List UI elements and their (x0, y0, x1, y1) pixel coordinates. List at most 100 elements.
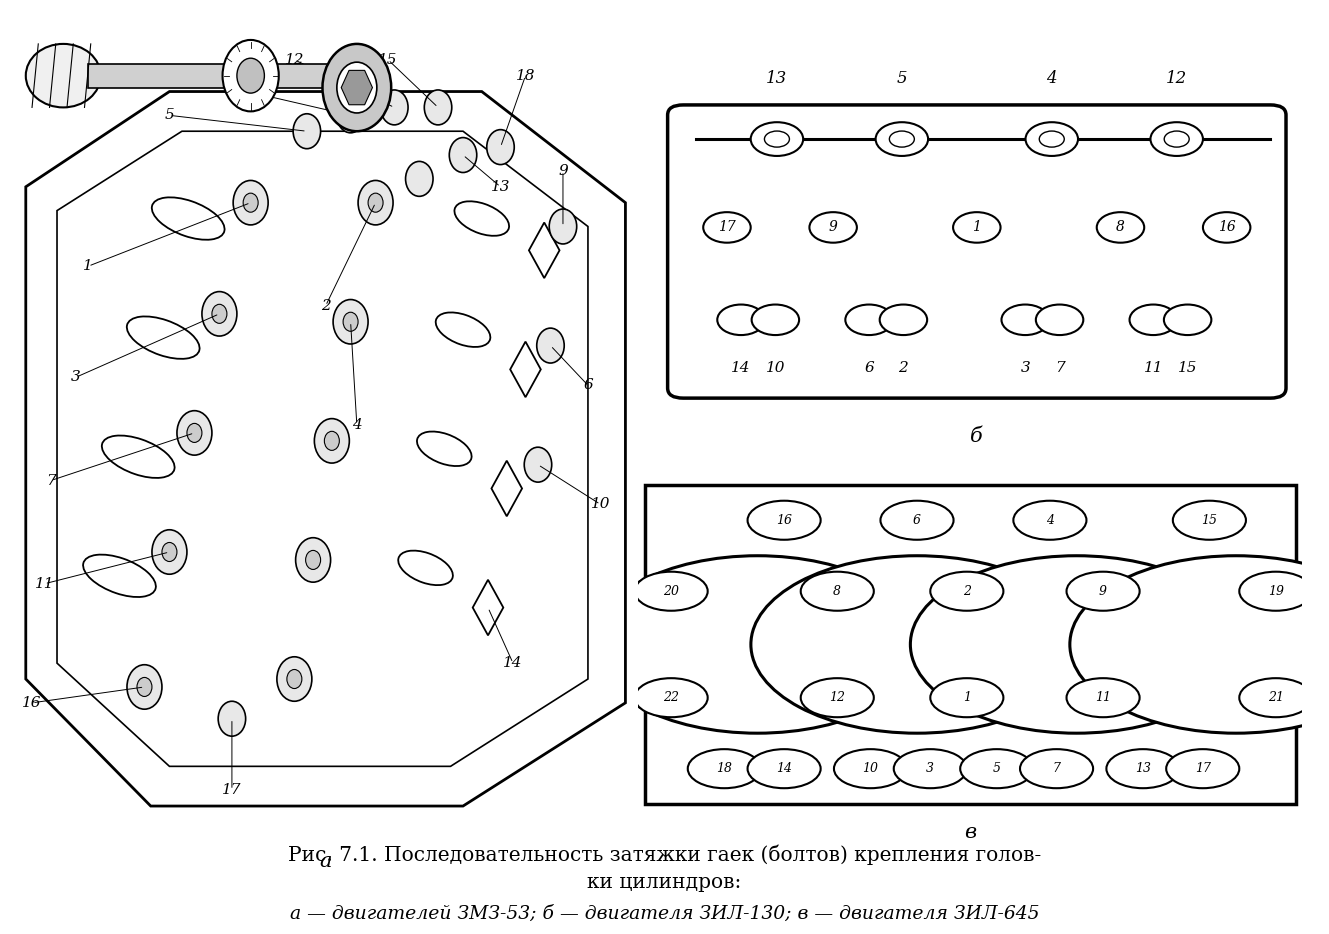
Circle shape (1002, 304, 1049, 335)
Circle shape (747, 749, 821, 788)
Circle shape (306, 550, 320, 570)
Text: 17: 17 (222, 784, 242, 797)
Circle shape (233, 180, 268, 225)
Text: 14: 14 (776, 762, 792, 775)
Circle shape (1070, 556, 1329, 733)
Circle shape (960, 749, 1034, 788)
Circle shape (424, 90, 452, 125)
Text: 2: 2 (898, 361, 908, 375)
Text: 5: 5 (993, 762, 1001, 775)
Text: 3: 3 (70, 371, 81, 384)
Text: 2: 2 (962, 585, 971, 598)
Text: 8: 8 (209, 77, 218, 91)
Text: 9: 9 (829, 220, 837, 234)
Circle shape (635, 572, 708, 611)
Circle shape (315, 418, 350, 463)
Circle shape (162, 543, 177, 561)
Circle shape (202, 291, 237, 336)
Text: 4: 4 (352, 418, 361, 432)
Circle shape (294, 114, 320, 149)
Circle shape (211, 304, 227, 323)
Text: б: б (970, 427, 983, 446)
Circle shape (751, 556, 1083, 733)
Text: 21: 21 (1268, 691, 1284, 704)
Circle shape (889, 131, 914, 147)
Text: 13: 13 (767, 70, 788, 88)
Text: в: в (964, 823, 977, 842)
Circle shape (128, 665, 162, 709)
Text: 14: 14 (504, 657, 522, 670)
Text: 10: 10 (863, 762, 878, 775)
FancyBboxPatch shape (645, 485, 1296, 804)
Text: 22: 22 (663, 691, 679, 704)
Text: 6: 6 (913, 514, 921, 527)
Circle shape (187, 423, 202, 443)
Circle shape (336, 98, 364, 133)
Circle shape (1106, 749, 1180, 788)
Ellipse shape (399, 551, 453, 585)
Circle shape (137, 677, 152, 697)
Text: 1: 1 (962, 691, 971, 704)
Circle shape (910, 556, 1243, 733)
Circle shape (1066, 572, 1140, 611)
Text: 11: 11 (1143, 361, 1163, 375)
Circle shape (703, 212, 751, 243)
Ellipse shape (152, 197, 225, 240)
Ellipse shape (126, 317, 199, 359)
Circle shape (800, 572, 874, 611)
Circle shape (405, 162, 433, 196)
Circle shape (486, 130, 514, 164)
Text: 4: 4 (1046, 514, 1054, 527)
Circle shape (549, 209, 577, 244)
Circle shape (752, 304, 799, 335)
Circle shape (635, 678, 708, 717)
Circle shape (218, 701, 246, 736)
Circle shape (876, 122, 928, 156)
Circle shape (1164, 131, 1189, 147)
Circle shape (334, 300, 368, 344)
Text: 8: 8 (1116, 220, 1124, 234)
Circle shape (747, 501, 821, 540)
Text: 9: 9 (558, 164, 567, 177)
Text: Рис. 7.1. Последовательность затяжки гаек (болтов) крепления голов-: Рис. 7.1. Последовательность затяжки гае… (288, 844, 1041, 865)
Circle shape (1039, 131, 1065, 147)
Ellipse shape (455, 202, 509, 235)
Circle shape (893, 749, 968, 788)
Polygon shape (510, 342, 541, 397)
Ellipse shape (436, 313, 490, 347)
Polygon shape (473, 580, 504, 635)
Text: 16: 16 (776, 514, 792, 527)
Circle shape (880, 304, 928, 335)
Text: 7: 7 (1055, 361, 1065, 375)
Circle shape (800, 678, 874, 717)
Text: 11: 11 (35, 577, 54, 590)
Circle shape (524, 447, 552, 482)
Ellipse shape (417, 432, 472, 466)
Text: 9: 9 (1099, 585, 1107, 598)
Circle shape (953, 212, 1001, 243)
Circle shape (718, 304, 764, 335)
Text: 7: 7 (47, 474, 56, 488)
Text: 3: 3 (1021, 361, 1030, 375)
Circle shape (930, 678, 1003, 717)
Polygon shape (88, 64, 338, 88)
Text: 1: 1 (973, 220, 981, 234)
Text: 16: 16 (23, 696, 41, 710)
Circle shape (1035, 304, 1083, 335)
FancyBboxPatch shape (667, 105, 1286, 398)
Text: 18: 18 (516, 69, 536, 82)
Circle shape (287, 670, 302, 688)
Circle shape (177, 411, 211, 455)
Ellipse shape (25, 44, 101, 107)
Circle shape (1021, 749, 1092, 788)
Text: 2: 2 (320, 299, 331, 313)
Circle shape (1239, 572, 1313, 611)
Circle shape (358, 180, 393, 225)
Circle shape (591, 556, 924, 733)
Circle shape (809, 212, 857, 243)
Polygon shape (492, 460, 522, 517)
Text: 12: 12 (284, 53, 304, 66)
Text: 5: 5 (897, 70, 908, 88)
Text: 3: 3 (926, 762, 934, 775)
Circle shape (222, 40, 279, 111)
